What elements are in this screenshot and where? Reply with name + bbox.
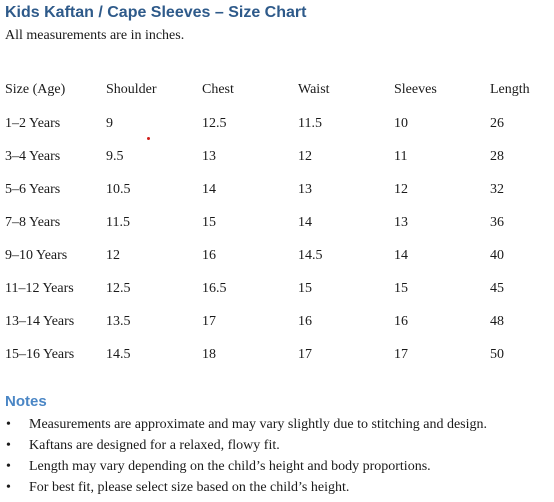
note-text: For best fit, please select size based o…: [29, 480, 350, 495]
header-length: Length: [490, 82, 530, 97]
cell-sleeves: 12: [394, 181, 408, 197]
cell-chest: 16.5: [202, 280, 227, 296]
cell-size: 7–8 Years: [5, 214, 61, 230]
note-text: Kaftans are designed for a relaxed, flow…: [29, 438, 280, 453]
cell-shoulder: 12: [106, 247, 120, 263]
cell-waist: 13: [298, 181, 312, 197]
cell-sleeves: 14: [394, 247, 408, 263]
table-row: 9–10 Years 12 16 14.5 14 40: [0, 239, 550, 272]
table-row: 5–6 Years 10.5 14 13 12 32: [0, 173, 550, 206]
cell-waist: 17: [298, 346, 312, 362]
bullet-icon: •: [6, 480, 11, 495]
notes-heading: Notes: [5, 393, 47, 410]
document-title: Kids Kaftan / Cape Sleeves – Size Chart: [5, 4, 307, 21]
table-header-row: Size (Age) Shoulder Chest Waist Sleeves …: [0, 73, 550, 107]
cell-size: 1–2 Years: [5, 115, 61, 131]
cell-chest: 15: [202, 214, 216, 230]
cell-waist: 14.5: [298, 247, 323, 263]
cell-sleeves: 13: [394, 214, 408, 230]
list-item: • Kaftans are designed for a relaxed, fl…: [0, 435, 487, 456]
notes-list: • Measurements are approximate and may v…: [0, 414, 487, 498]
header-chest: Chest: [202, 82, 234, 97]
cell-waist: 12: [298, 148, 312, 164]
cell-shoulder: 9.5: [106, 148, 124, 164]
bullet-icon: •: [6, 438, 11, 453]
list-item: • For best fit, please select size based…: [0, 477, 487, 498]
bullet-icon: •: [6, 417, 11, 432]
header-waist: Waist: [298, 82, 330, 97]
document-subtitle: All measurements are in inches.: [5, 28, 185, 43]
table-row: 13–14 Years 13.5 17 16 16 48: [0, 305, 550, 338]
cell-chest: 17: [202, 313, 216, 329]
cell-chest: 13: [202, 148, 216, 164]
cell-waist: 14: [298, 214, 312, 230]
cell-size: 3–4 Years: [5, 148, 61, 164]
size-chart-table: Size (Age) Shoulder Chest Waist Sleeves …: [0, 73, 550, 371]
cell-length: 50: [490, 346, 504, 362]
cell-shoulder: 13.5: [106, 313, 131, 329]
cell-size: 9–10 Years: [5, 247, 68, 263]
table-row: 1–2 Years 9 12.5 11.5 10 26: [0, 107, 550, 140]
table-row: 7–8 Years 11.5 15 14 13 36: [0, 206, 550, 239]
cell-size: 15–16 Years: [5, 346, 75, 362]
cell-shoulder: 11.5: [106, 214, 130, 230]
header-shoulder: Shoulder: [106, 82, 157, 97]
cell-length: 32: [490, 181, 504, 197]
cell-chest: 14: [202, 181, 216, 197]
cell-length: 48: [490, 313, 504, 329]
header-size: Size (Age): [5, 82, 66, 97]
cell-length: 40: [490, 247, 504, 263]
cell-chest: 18: [202, 346, 216, 362]
cell-shoulder: 9: [106, 115, 113, 131]
cell-shoulder: 10.5: [106, 181, 131, 197]
note-text: Length may vary depending on the child’s…: [29, 459, 431, 474]
cell-sleeves: 15: [394, 280, 408, 296]
cell-sleeves: 17: [394, 346, 408, 362]
stray-red-dot: [147, 137, 150, 140]
bullet-icon: •: [6, 459, 11, 474]
header-sleeves: Sleeves: [394, 82, 437, 97]
cell-waist: 16: [298, 313, 312, 329]
table-row: 15–16 Years 14.5 18 17 17 50: [0, 338, 550, 371]
cell-size: 11–12 Years: [5, 280, 74, 296]
cell-sleeves: 10: [394, 115, 408, 131]
cell-shoulder: 12.5: [106, 280, 131, 296]
cell-chest: 12.5: [202, 115, 227, 131]
table-row: 3–4 Years 9.5 13 12 11 28: [0, 140, 550, 173]
cell-size: 5–6 Years: [5, 181, 61, 197]
note-text: Measurements are approximate and may var…: [29, 417, 487, 432]
cell-waist: 15: [298, 280, 312, 296]
cell-length: 28: [490, 148, 504, 164]
cell-length: 26: [490, 115, 504, 131]
cell-shoulder: 14.5: [106, 346, 131, 362]
cell-length: 36: [490, 214, 504, 230]
cell-chest: 16: [202, 247, 216, 263]
cell-length: 45: [490, 280, 504, 296]
cell-waist: 11.5: [298, 115, 322, 131]
list-item: • Length may vary depending on the child…: [0, 456, 487, 477]
cell-sleeves: 16: [394, 313, 408, 329]
list-item: • Measurements are approximate and may v…: [0, 414, 487, 435]
table-row: 11–12 Years 12.5 16.5 15 15 45: [0, 272, 550, 305]
cell-size: 13–14 Years: [5, 313, 75, 329]
cell-sleeves: 11: [394, 148, 408, 164]
